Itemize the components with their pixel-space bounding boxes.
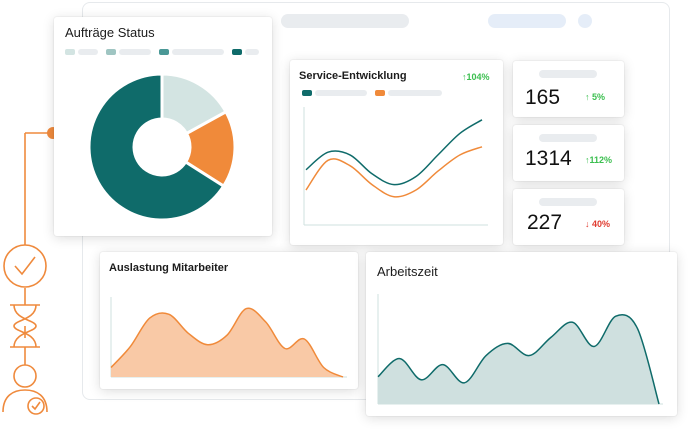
hourglass-icon: [10, 304, 40, 348]
legend-swatch-teal: [302, 90, 312, 96]
check-circle-icon: [3, 244, 47, 288]
service-line-chart: [303, 107, 488, 226]
service-legend: [302, 90, 450, 96]
kpi-value: 227: [527, 211, 563, 234]
worktime-area-chart: [377, 294, 663, 405]
orders-status-title: Aufträge Status: [65, 25, 155, 40]
utilization-area-fill: [111, 308, 343, 377]
series-line-0: [305, 119, 483, 186]
orders-status-card: Aufträge Status: [54, 17, 272, 236]
check-mark: [14, 256, 36, 276]
utilization-card: Auslastung Mitarbeiter: [100, 252, 358, 389]
legend-swatch-teal: [232, 49, 242, 55]
utilization-title: Auslastung Mitarbeiter: [109, 262, 229, 274]
user-check-badge: [27, 397, 45, 415]
worktime-title: Arbeitszeit: [377, 264, 438, 279]
legend-swatch-orange: [375, 90, 385, 96]
service-title: Service-Entwicklung: [299, 70, 407, 82]
donut-slice-2: [87, 72, 226, 222]
utilization-area-chart: [110, 297, 347, 378]
legend-swatch-gray-teal: [106, 49, 116, 55]
kpi-value: 1314: [525, 147, 572, 170]
kpi-card-2: 1314 ↑112%: [513, 125, 624, 181]
header-placeholder: [281, 14, 409, 28]
orders-donut-chart: [87, 72, 237, 222]
service-delta: ↑104%: [462, 72, 490, 82]
legend-swatch-light: [65, 49, 75, 55]
worktime-card: Arbeitszeit: [366, 252, 677, 416]
kpi-card-1: 165 ↑ 5%: [513, 61, 624, 117]
orders-status-legend: [65, 49, 267, 55]
kpi-card-3: 227 ↓ 40%: [513, 189, 624, 245]
series-line-1: [305, 146, 483, 198]
kpi-delta: ↓ 40%: [585, 219, 611, 229]
kpi-delta: ↑112%: [585, 155, 613, 165]
legend-swatch-mid-teal: [159, 49, 169, 55]
header-avatar-placeholder[interactable]: [578, 14, 592, 28]
header-button-placeholder[interactable]: [488, 14, 566, 28]
kpi-delta: ↑ 5%: [585, 92, 606, 102]
worktime-area-line: [377, 313, 660, 405]
kpi-value: 165: [525, 86, 561, 109]
service-card: Service-Entwicklung ↑104%: [290, 60, 503, 245]
worktime-area-fill: [378, 314, 659, 404]
utilization-area-line: [110, 307, 344, 378]
